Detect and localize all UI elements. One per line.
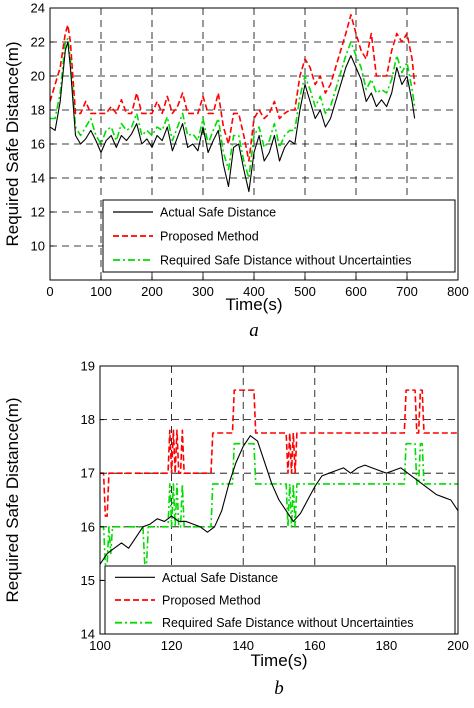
y-tick-label: 20 — [31, 69, 45, 84]
x-tick-label: 180 — [376, 638, 398, 653]
legend-label-without: Required Safe Distance without Uncertain… — [162, 616, 414, 630]
y-tick-label: 18 — [31, 103, 45, 118]
y-tick-label: 16 — [31, 137, 45, 152]
x-tick-label: 100 — [89, 638, 111, 653]
chart-a-panel-label: a — [249, 320, 259, 341]
series-line-actual — [100, 435, 458, 565]
x-tick-label: 160 — [304, 638, 326, 653]
chart-b-legend-box — [104, 565, 456, 635]
legend-label-proposed: Proposed Method — [160, 230, 259, 244]
x-tick-label: 400 — [243, 284, 265, 299]
y-tick-label: 16 — [81, 519, 95, 534]
y-tick-label: 14 — [31, 171, 45, 186]
chart-a-ticks: 0 100 200 300 400 500 600 700 800 10 12 14 16 18 20 22 2… — [31, 1, 469, 300]
y-tick-label: 17 — [81, 466, 95, 481]
x-tick-label: 120 — [161, 638, 183, 653]
chart-b: 100 120 140 160 180 200 14 15 16 17 18 19 Actual Sa… — [3, 359, 469, 700]
y-tick-label: 15 — [81, 573, 95, 588]
chart-a-legend-entries: Actual Safe Distance Proposed Method Requi… — [113, 206, 412, 268]
chart-b-legend: Actual Safe Distance Proposed Method Requi… — [104, 565, 456, 635]
series-line-actual — [50, 41, 416, 193]
legend-label-without: Required Safe Distance without Uncertain… — [160, 254, 412, 268]
x-tick-label: 0 — [46, 284, 53, 299]
legend-label-proposed: Proposed Method — [162, 594, 261, 608]
chart-b-legend-entries: Actual Safe Distance Proposed Method Requi… — [115, 571, 414, 630]
x-tick-label: 200 — [141, 284, 163, 299]
x-tick-label: 800 — [447, 284, 469, 299]
y-tick-label: 18 — [81, 412, 95, 427]
y-tick-label: 14 — [81, 627, 95, 642]
series-line-without — [50, 37, 416, 179]
y-tick-label: 22 — [31, 35, 45, 50]
x-tick-label: 700 — [396, 284, 418, 299]
chart-b-ticks: 100 120 140 160 180 200 14 15 16 17 18 19 — [81, 359, 469, 654]
legend-label-actual: Actual Safe Distance — [160, 206, 276, 220]
chart-a-legend: Actual Safe Distance Proposed Method Requi… — [102, 199, 456, 273]
chart-a-xlabel: Time(s) — [226, 295, 283, 314]
x-tick-label: 600 — [345, 284, 367, 299]
series-line-without — [100, 442, 458, 566]
y-tick-label: 24 — [31, 1, 45, 16]
chart-b-xlabel: Time(s) — [251, 651, 308, 670]
x-tick-label: 500 — [294, 284, 316, 299]
legend-label-actual: Actual Safe Distance — [162, 571, 278, 585]
x-tick-label: 300 — [192, 284, 214, 299]
y-tick-label: 12 — [31, 205, 45, 220]
chart-b-series — [100, 389, 458, 566]
chart-a: 0 100 200 300 400 500 600 700 800 10 12 14 16 18 20 22 2… — [3, 1, 469, 342]
chart-a-ylabel: Required Safe Distance(m) — [3, 41, 22, 246]
x-tick-label: 100 — [90, 284, 112, 299]
series-line-proposed — [50, 14, 416, 162]
chart-b-panel-label: b — [274, 678, 284, 699]
chart-a-series — [50, 14, 416, 193]
x-tick-label: 140 — [232, 638, 254, 653]
chart-b-ylabel: Required Safe Distance(m) — [3, 397, 22, 602]
series-line-proposed — [100, 389, 458, 517]
y-tick-label: 10 — [31, 239, 45, 254]
x-tick-label: 200 — [447, 638, 469, 653]
chart-b-grid — [100, 366, 458, 634]
chart-a-legend-box — [102, 199, 456, 273]
y-tick-label: 19 — [81, 359, 95, 374]
